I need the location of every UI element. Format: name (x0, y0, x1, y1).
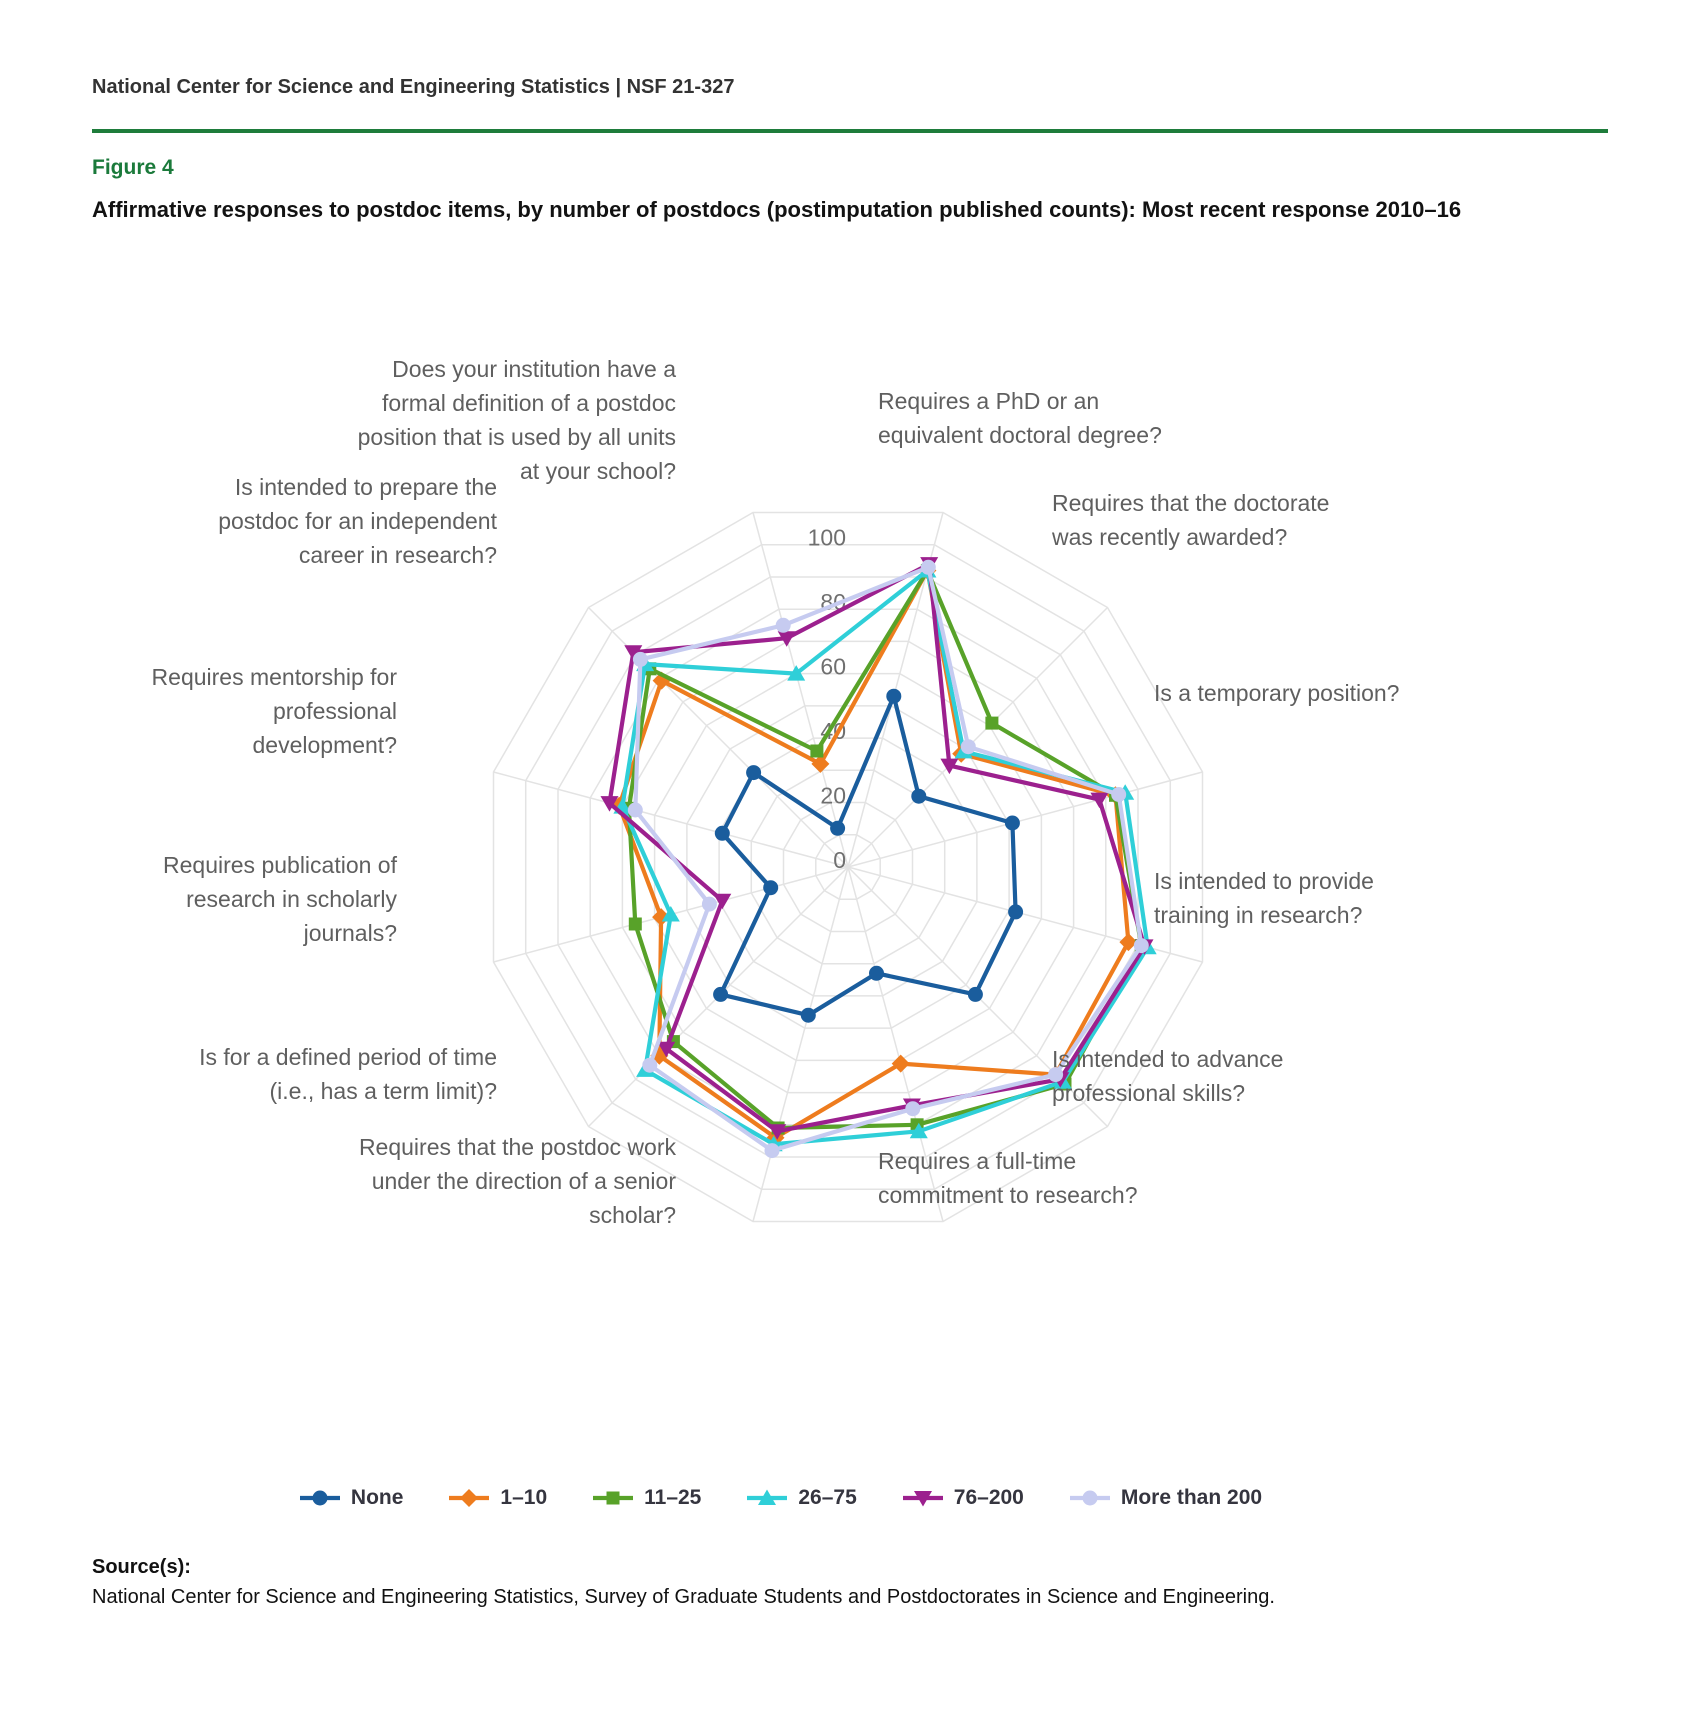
series-more-than-200-marker-temporary-position (1111, 787, 1127, 802)
legend-marker-26-75-icon (747, 1489, 788, 1505)
axis-label-senior-scholar-direction: Requires that the postdoc work under the… (358, 1134, 676, 1228)
series-none-marker-full-time-commitment (869, 965, 884, 981)
grid-spoke-mentorship-required (493, 771, 849, 868)
axis-label-defined-period: Is for a defined period of time (i.e., h… (199, 1044, 497, 1104)
figure-label: Figure 4 (92, 156, 174, 179)
legend-marker-none-icon (299, 1490, 340, 1506)
series-more-than-200-marker-advance-professional-skills (1048, 1067, 1064, 1083)
series-11-25-marker-publication-required (628, 917, 642, 931)
series-none-marker-advance-professional-skills (967, 986, 983, 1002)
tick-label-60: 60 (820, 654, 846, 680)
legend-item-more-than-200[interactable]: More than 200 (1068, 1486, 1262, 1510)
grid-spoke-formal-definition (752, 512, 849, 868)
legend-label-11-25: 11–25 (644, 1486, 702, 1509)
legend-marker-1-10-icon (449, 1489, 490, 1507)
series-more-than-200-marker-full-time-commitment (905, 1101, 921, 1117)
radar-chart: 0 20 40 60 80 100 Does your institution have … (151, 356, 1400, 1228)
series-none-marker-defined-period (713, 986, 729, 1002)
series-76-200-marker-senior-scholar-direction (768, 1124, 787, 1140)
legend-glyph-none (312, 1490, 328, 1506)
series-more-than-200-marker-formal-definition (775, 617, 791, 633)
legend-label-26-75: 26–75 (798, 1486, 857, 1509)
axis-label-mentorship-required: Requires mentorship for professional dev… (151, 664, 397, 758)
series-none-marker-recently-awarded (911, 788, 927, 804)
legend-glyph-76-200 (913, 1491, 932, 1507)
source-label: Source(s): (92, 1556, 191, 1578)
series-none-marker-mentorship-required (714, 825, 730, 841)
series-more-than-200-marker-senior-scholar-direction (764, 1143, 780, 1159)
series-none-marker-formal-definition (830, 820, 846, 836)
axis-label-advance-professional-skills: Is intended to advance professional skil… (1052, 1046, 1284, 1106)
tick-label-100: 100 (808, 525, 846, 551)
figure-title: Affirmative responses to postdoc items, … (92, 197, 1462, 222)
axis-label-recently-awarded: Requires that the doctorate was recently… (1052, 490, 1330, 550)
series-76-200-marker-formal-definition (777, 631, 796, 647)
series-none-marker-training-in-research (1008, 904, 1024, 920)
series-26-75-marker-publication-required (661, 906, 680, 922)
series-none-marker-temporary-position (1004, 815, 1020, 831)
tick-label-20: 20 (820, 783, 846, 809)
legend-glyph-11-25 (606, 1491, 620, 1505)
legend-item-76-200[interactable]: 76–200 (901, 1486, 1024, 1510)
series-more-than-200-marker-recently-awarded (960, 739, 976, 755)
grid-spoke-full-time-commitment (847, 866, 944, 1222)
series-76-200-marker-mentorship-required (600, 796, 619, 812)
axis-label-formal-definition: Does your institution have a formal defi… (357, 356, 676, 484)
legend-marker-more-than-200-icon (1069, 1490, 1110, 1506)
series-1-10-marker-training-in-research (1119, 933, 1138, 952)
series-none-marker-phd-required (886, 688, 902, 704)
legend-item-11-25[interactable]: 11–25 (591, 1486, 701, 1510)
report-header: National Center for Science and Engineer… (92, 76, 735, 98)
legend-label-none: None (350, 1486, 404, 1509)
series-26-75-marker-formal-definition (787, 665, 806, 681)
series-11-25-marker-recently-awarded (985, 716, 999, 730)
series-76-200-marker-prepare-independent-career (624, 645, 643, 661)
axis-label-temporary-position: Is a temporary position? (1154, 680, 1400, 706)
grid-spoke-temporary-position (847, 771, 1203, 868)
series-1-10-marker-formal-definition (811, 754, 830, 773)
legend-label-more-than-200: More than 200 (1120, 1486, 1263, 1509)
series-more-than-200-marker-phd-required (920, 559, 936, 575)
source-text: National Center for Science and Engineer… (92, 1586, 1275, 1608)
chart-legend: None 1–10 11–25 26–75 76–200 More than 200 (0, 1486, 1560, 1510)
series-1-10-marker-full-time-commitment (891, 1054, 910, 1073)
grid-spoke-recently-awarded (847, 606, 1109, 868)
series-76-200-marker-publication-required (713, 893, 732, 910)
series-more-than-200-marker-defined-period (642, 1057, 658, 1073)
axis-label-training-in-research: Is intended to provide training in resea… (1154, 868, 1374, 928)
legend-item-1-10[interactable]: 1–10 (447, 1486, 547, 1510)
legend-marker-76-200-icon (902, 1491, 943, 1507)
axis-label-prepare-independent-career: Is intended to prepare the postdoc for a… (218, 474, 497, 568)
axis-label-publication-required: Requires publication of research in scho… (163, 852, 397, 946)
axis-label-full-time-commitment: Requires a full-time commitment to resea… (878, 1148, 1138, 1208)
legend-item-none[interactable]: None (298, 1486, 404, 1510)
series-11-25-marker-formal-definition (810, 744, 824, 758)
series-more-than-200-marker-prepare-independent-career (632, 651, 648, 667)
tick-label-0: 0 (833, 847, 846, 873)
legend-marker-11-25-icon (593, 1491, 634, 1505)
series-76-200-marker-defined-period (657, 1041, 676, 1058)
series-none-marker-senior-scholar-direction (800, 1007, 816, 1023)
series-76-200-marker-temporary-position (1090, 792, 1109, 809)
legend-glyph-26-75 (758, 1489, 777, 1505)
series-more-than-200-marker-mentorship-required (627, 802, 643, 818)
series-1-10-marker-publication-required (652, 908, 671, 927)
grid-spoke-senior-scholar-direction (752, 866, 849, 1222)
series-26-75-marker-full-time-commitment (909, 1122, 928, 1139)
series-more-than-200-marker-training-in-research (1133, 938, 1149, 954)
legend-item-26-75[interactable]: 26–75 (745, 1486, 857, 1510)
legend-glyph-1-10 (460, 1489, 479, 1507)
header-rule (92, 129, 1608, 133)
legend-glyph-more-than-200 (1082, 1490, 1098, 1506)
series-76-200-marker-recently-awarded (940, 758, 959, 775)
series-more-than-200-marker-publication-required (701, 896, 717, 912)
legend-label-1-10: 1–10 (500, 1486, 548, 1509)
axis-label-phd-required: Requires a PhD or an equivalent doctoral… (878, 388, 1162, 448)
legend-label-76-200: 76–200 (953, 1486, 1024, 1509)
series-none-marker-publication-required (763, 880, 779, 896)
series-none-marker-prepare-independent-career (746, 765, 762, 781)
